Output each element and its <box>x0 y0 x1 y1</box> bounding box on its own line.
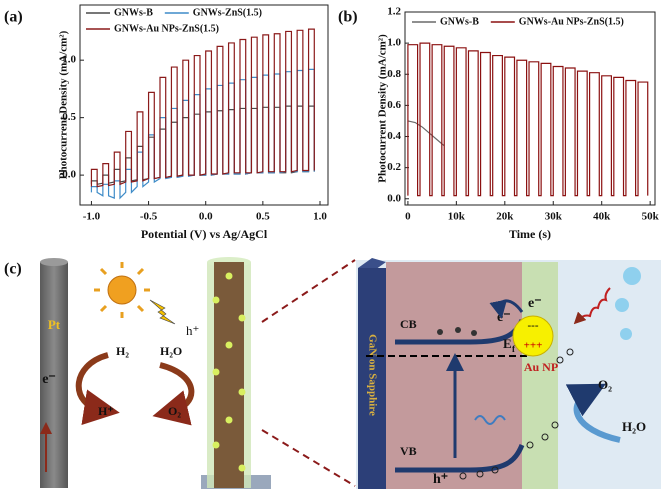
transfer-arrow <box>489 299 524 319</box>
diagram: (c) Pt e⁻ H₂ H₂O H⁺ O₂ h⁺ <box>4 257 661 489</box>
x-tick-label: 50k <box>642 211 660 223</box>
legend-label: GNWs-Au NPs-ZnS(1.5) <box>519 16 624 27</box>
legend-label: GNWs-Au NPs-ZnS(1.5) <box>114 23 219 34</box>
y-tick-label: 0.5 <box>62 111 76 123</box>
pt-label: Pt <box>48 317 61 332</box>
water-oxidation-arrow <box>565 383 621 443</box>
oxidation-arrow <box>152 362 195 426</box>
y-tick-label: 0.4 <box>387 130 401 142</box>
nanowire-core <box>214 262 244 488</box>
data-line <box>90 28 315 188</box>
y-tick-label: 0.8 <box>387 68 401 80</box>
y-axis-title: Photocurrent Density (mA/cm²) <box>58 30 70 179</box>
pt-top <box>40 258 68 266</box>
hole-label: h⁺ <box>186 323 199 338</box>
x-tick-label: -0.5 <box>140 211 158 223</box>
ef-subscript: f <box>512 344 516 354</box>
electrons <box>437 327 477 336</box>
reduction-arrow <box>75 352 120 425</box>
data-line <box>90 68 315 200</box>
legend-label: GNWs-B <box>440 16 479 27</box>
x-tick-label: 40k <box>593 211 611 223</box>
au-particles <box>212 272 246 472</box>
cb-electron-label: e⁻ <box>497 310 511 325</box>
data-line <box>407 120 445 147</box>
np-minus: --- <box>528 320 539 332</box>
pt-electrode <box>40 262 68 488</box>
y-tick-label: 0.2 <box>387 161 401 173</box>
gan-label: GaN on Sapphire <box>366 334 378 416</box>
legend-label: GNWs-ZnS(1.5) <box>193 7 262 18</box>
electron-label: e⁻ <box>42 372 56 387</box>
ef-label: E <box>503 336 512 351</box>
np-plus: +++ <box>524 340 543 352</box>
legend-label: GNWs-B <box>114 7 153 18</box>
chart: (b) Time (s) Photocurrent Density (mA/cm²)… <box>338 6 660 241</box>
vb-label: VB <box>400 444 417 458</box>
x-tick-label: 30k <box>545 211 563 223</box>
vb-band <box>395 443 525 473</box>
photon-blue <box>474 415 506 425</box>
np-electron-label: e⁻ <box>528 296 542 311</box>
zoom-line <box>261 259 356 323</box>
vb-hole-label: h⁺ <box>433 472 448 487</box>
x-tick-label: 0 <box>405 211 411 223</box>
plot-frame <box>79 4 329 206</box>
y-tick-label: 0.0 <box>387 192 401 204</box>
o2-right-label: O₂ <box>598 377 612 392</box>
bubbles <box>615 267 641 340</box>
x-axis-title: Potential (V) vs Ag/AgCl <box>141 227 268 241</box>
x-tick-label: 1.0 <box>313 211 327 223</box>
cb-label: CB <box>400 317 417 331</box>
panel-label: (a) <box>4 9 23 26</box>
hplus-label: H⁺ <box>98 404 114 418</box>
y-tick-label: 0.6 <box>387 99 401 111</box>
y-tick-label: 1.0 <box>62 54 76 66</box>
sapphire <box>358 268 386 489</box>
h2o-right-label: H₂O <box>622 419 646 434</box>
h2o-label: H₂O <box>160 344 182 358</box>
plot-frame <box>404 11 656 206</box>
h2-label: H₂ <box>116 344 129 358</box>
x-tick-label: 0.5 <box>256 211 270 223</box>
chart: (a) Potential (V) vs Ag/AgCl Photocurrent … <box>4 4 329 241</box>
light-bolt <box>149 299 176 325</box>
x-tick-label: 0.0 <box>199 211 213 223</box>
y-tick-label: 1.0 <box>387 37 401 49</box>
au-np-label: Au NP <box>524 360 558 374</box>
zoom-line <box>261 429 356 487</box>
y-axis-title: Photocurrent Density (mA/cm²) <box>377 34 389 183</box>
x-tick-label: 20k <box>496 211 514 223</box>
holes <box>459 348 574 480</box>
au-np <box>512 315 554 357</box>
y-tick-label: 0.0 <box>62 169 76 181</box>
y-tick-label: 1.2 <box>387 6 401 18</box>
data-line <box>407 42 649 197</box>
x-tick-label: -1.0 <box>83 211 101 223</box>
panel-label: (c) <box>4 261 22 278</box>
zns-region <box>522 262 558 489</box>
o2-label: O₂ <box>168 404 181 418</box>
sun <box>94 262 150 318</box>
x-axis-title: Time (s) <box>509 227 551 241</box>
x-tick-label: 10k <box>448 211 466 223</box>
photon-red <box>573 287 611 325</box>
panel-label: (b) <box>338 9 358 26</box>
